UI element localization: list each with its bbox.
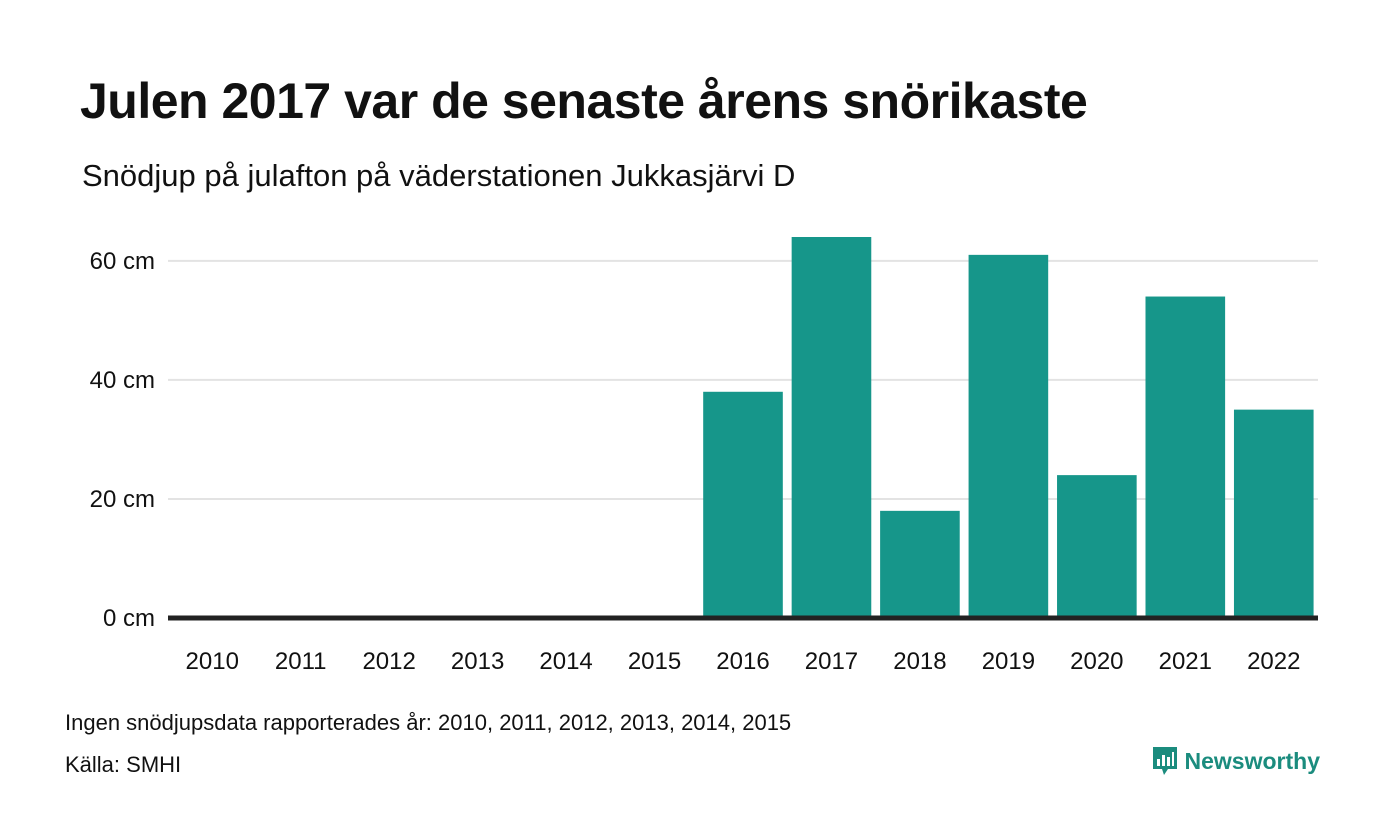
bar-2020 xyxy=(1057,475,1137,618)
bar-2022 xyxy=(1233,409,1314,618)
chart-subtitle: Snödjup på julafton på väderstationen Ju… xyxy=(82,158,796,193)
x-tick-label: 2012 xyxy=(362,648,415,675)
y-tick-label: 40 cm xyxy=(90,367,155,394)
x-tick-label: 2010 xyxy=(186,648,239,675)
x-tick-label: 2014 xyxy=(539,648,592,675)
x-tick-label: 2020 xyxy=(1070,648,1123,675)
brand-logo[interactable]: Newsworthy xyxy=(1151,745,1320,777)
x-tick-label: 2015 xyxy=(628,648,681,675)
bar-2018 xyxy=(880,510,960,618)
bar-2019 xyxy=(968,254,1049,618)
y-tick-label: 60 cm xyxy=(90,248,155,275)
bar-2021 xyxy=(1145,296,1226,618)
x-tick-label: 2018 xyxy=(893,648,946,675)
bar-2017 xyxy=(791,237,872,618)
x-tick-label: 2022 xyxy=(1247,648,1300,675)
x-tick-label: 2013 xyxy=(451,648,504,675)
x-axis-ticks: 2010 2011 2012 2013 2014 2015 2016 2017 2018 2019… xyxy=(186,648,1301,675)
x-tick-label: 2019 xyxy=(982,648,1035,675)
y-axis-ticks: 0 cm 20 cm 40 cm 60 cm xyxy=(90,248,155,632)
bar-chart: 0 cm 20 cm 40 cm 60 cm 2010 2011 2012 2013 2014… xyxy=(90,237,1318,675)
brand-name: Newsworthy xyxy=(1184,747,1320,774)
bars xyxy=(703,237,1314,618)
chart-title: Julen 2017 var de senaste årens snörikas… xyxy=(80,73,1088,129)
y-tick-label: 20 cm xyxy=(90,486,155,513)
newsworthy-logo-icon xyxy=(1152,747,1177,775)
source-note: Källa: SMHI xyxy=(65,752,182,777)
x-tick-label: 2017 xyxy=(805,648,858,675)
x-tick-label: 2016 xyxy=(716,648,769,675)
bar-2016 xyxy=(703,391,783,618)
y-tick-label: 0 cm xyxy=(103,605,155,632)
x-tick-label: 2021 xyxy=(1159,648,1212,675)
missing-data-note: Ingen snödjupsdata rapporterades år: 201… xyxy=(65,710,792,735)
x-tick-label: 2011 xyxy=(275,648,327,675)
